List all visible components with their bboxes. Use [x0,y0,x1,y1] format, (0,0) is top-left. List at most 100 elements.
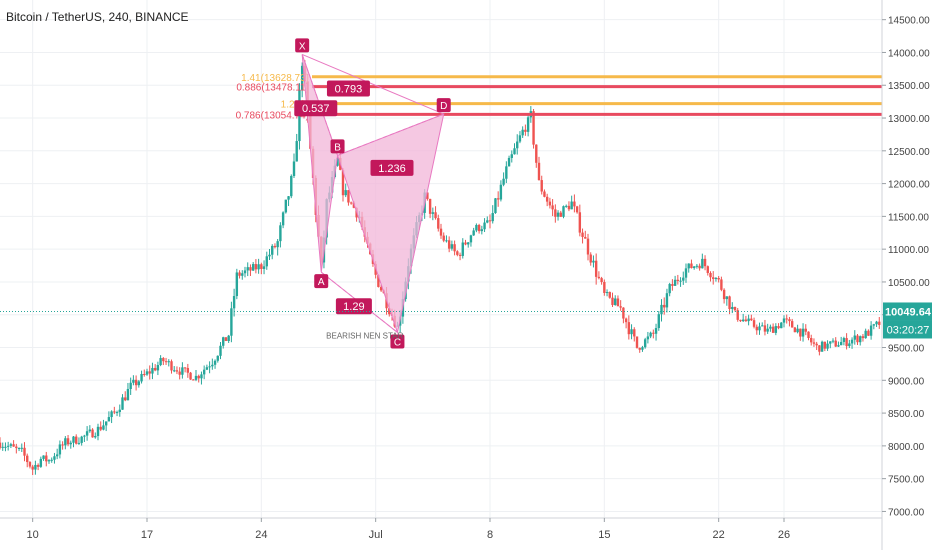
candle-body [747,318,750,322]
x-tick-label: 15 [598,529,610,541]
candle-body [181,367,184,375]
fib-levels: 1.41(13628.73)0.886(13478.11)1.27(10.786… [236,73,882,121]
candle-body [679,280,682,282]
candle-body [524,129,527,132]
candle-body [145,371,149,375]
candle-body [864,330,867,339]
candle-body [790,321,794,328]
candle-body [66,438,70,445]
candle-body [349,202,353,204]
candle-body [15,446,18,449]
x-axis[interactable]: 10 17 24 Jul 8 15 22 26 [27,518,791,541]
pattern-point-label: X [299,41,306,52]
candle-body [216,355,219,361]
candle-body [652,332,655,334]
candle-body [510,154,513,158]
candle-body [687,263,690,269]
candle-body [575,206,579,213]
candle-body [594,260,598,277]
pattern-point-label: A [318,277,325,288]
y-tick-label: 13000.00 [888,114,930,125]
candle-body [505,166,508,179]
candle-body [750,318,753,321]
fib-level-label: 0.886(13478.11) [236,83,309,94]
y-tick-label: 14500.00 [888,16,930,27]
candle-body [859,336,862,343]
candle-body [701,258,704,269]
candle-body [722,289,726,300]
ratio-badge [335,298,372,315]
candle-body [818,345,821,352]
candle-body [276,241,279,248]
candle-body [861,336,865,339]
candle-body [377,274,380,287]
candle-body [458,254,462,256]
candle-body [235,272,239,297]
candle-body [565,205,568,207]
candle-body [257,264,260,270]
y-tick-label: 12500.00 [888,147,930,158]
candle-body [755,326,758,331]
candle-body [439,228,443,236]
candle-body [739,319,742,322]
candle-body [42,455,45,459]
candle-body [55,454,59,457]
candle-body [110,411,113,418]
candle-body [36,464,40,467]
candle-body [633,329,636,337]
candle-body [554,209,557,217]
candle-body [562,206,565,217]
fib-level-label: 1.41(13628.73) [241,73,309,84]
candle-body [769,326,772,329]
candle-body [124,397,127,401]
candle-body [752,320,756,327]
pattern-point-label: D [440,101,447,112]
candle-body [646,336,650,340]
candle-body [17,448,21,450]
candle-body [706,266,709,273]
last-price-label: 10049.64 [885,306,932,318]
candle-body [202,369,206,375]
candle-body [785,318,788,320]
chart-title: Bitcoin / TetherUS, 240, BINANCE [6,10,189,24]
candle-body [295,141,298,162]
candle-body [194,375,198,380]
candle-body [597,276,601,279]
candle-body [725,296,729,300]
candle-body [273,245,277,248]
y-tick-label: 8500.00 [888,409,925,420]
candle-body [496,198,500,200]
candle-body [540,180,543,192]
candle-body [281,212,285,226]
ratio-label: 1.236 [378,163,406,175]
candle-body [189,372,192,380]
x-tick-label: 26 [778,529,790,541]
candle-body [72,436,75,443]
candle-body [241,273,244,276]
candle-body [31,466,34,470]
candle-body [507,157,511,167]
y-tick-label: 11000.00 [888,245,929,256]
ratio-badge [294,100,338,117]
candle-body [480,229,484,232]
candle-body [777,326,780,329]
pattern-point-badge [390,334,405,349]
candle-body [820,341,824,352]
candle-body [592,260,595,263]
candle-body [34,464,37,470]
candle-body [771,326,775,333]
y-tick-label: 12000.00 [888,180,930,191]
candle-body [287,196,290,200]
ratio-label: 1.29 [343,301,364,313]
candle-body [344,190,347,196]
candle-body [262,266,266,269]
y-tick-label: 8000.00 [888,442,925,453]
candle-body [113,411,116,413]
candle-body [614,298,617,305]
candle-body [219,345,222,356]
y-axis[interactable]: 14500.00 14000.00 13500.00 13000.00 12500.00… [882,16,930,519]
candle-body [801,328,805,337]
x-tick-label: 10 [27,529,39,541]
